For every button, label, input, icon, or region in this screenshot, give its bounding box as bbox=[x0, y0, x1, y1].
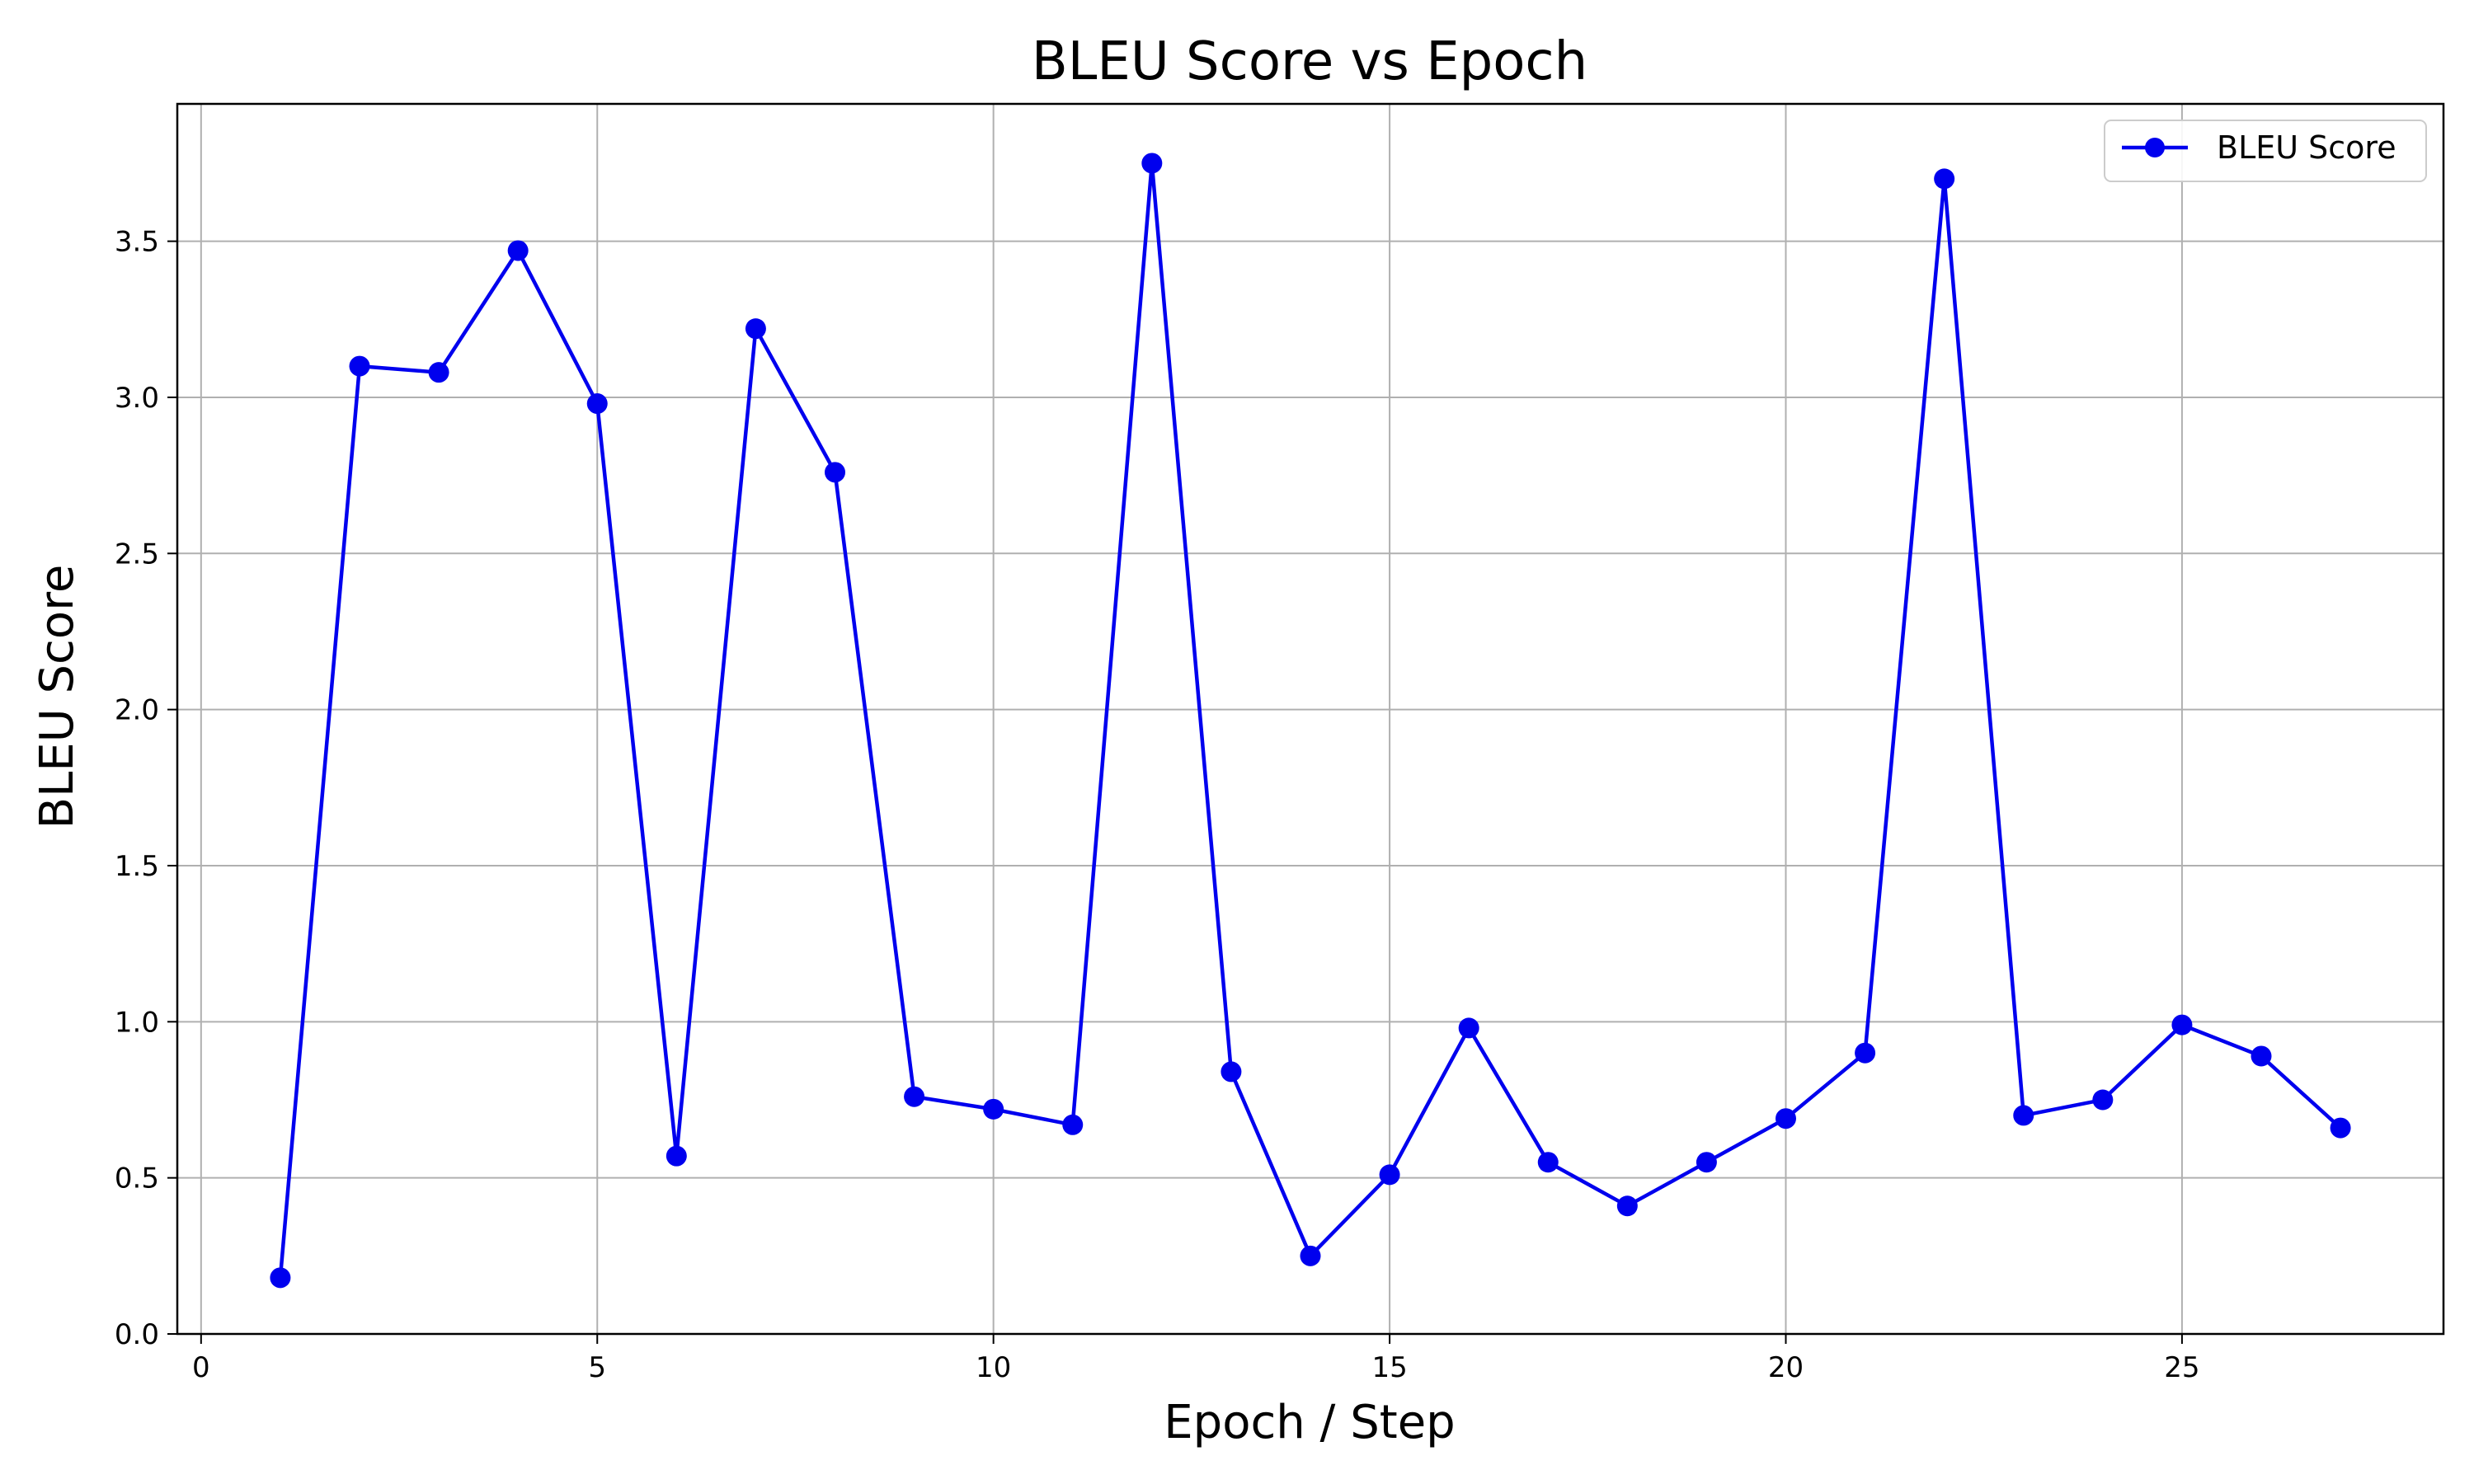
y-tick-label: 2.0 bbox=[115, 694, 159, 727]
data-point-epoch-9 bbox=[904, 1086, 925, 1107]
data-point-epoch-17 bbox=[1537, 1152, 1559, 1173]
data-point-epoch-26 bbox=[2251, 1045, 2272, 1067]
legend-marker-icon bbox=[2145, 138, 2165, 157]
data-point-epoch-24 bbox=[2092, 1089, 2114, 1111]
y-axis-label: BLEU Score bbox=[31, 565, 84, 829]
data-point-epoch-18 bbox=[1616, 1195, 1638, 1217]
plot-frame bbox=[176, 102, 2445, 1336]
y-tick-label: 1.5 bbox=[115, 850, 159, 883]
data-point-epoch-10 bbox=[983, 1098, 1004, 1120]
data-point-epoch-1 bbox=[270, 1267, 291, 1289]
data-point-epoch-19 bbox=[1696, 1152, 1717, 1173]
data-point-epoch-2 bbox=[349, 355, 370, 377]
data-point-epoch-3 bbox=[428, 362, 449, 383]
data-point-epoch-23 bbox=[2013, 1105, 2034, 1126]
series-layer bbox=[270, 153, 2351, 1289]
y-tick-label: 1.0 bbox=[115, 1006, 159, 1039]
x-tick-label: 25 bbox=[2164, 1351, 2199, 1384]
chart-title: BLEU Score vs Epoch bbox=[1032, 31, 1587, 92]
data-point-epoch-4 bbox=[507, 240, 529, 261]
data-point-epoch-8 bbox=[824, 462, 845, 483]
data-point-epoch-11 bbox=[1062, 1114, 1084, 1135]
data-point-epoch-13 bbox=[1221, 1061, 1242, 1082]
data-point-epoch-16 bbox=[1458, 1017, 1479, 1039]
y-tick-label: 0.5 bbox=[115, 1162, 159, 1195]
legend-label: BLEU Score bbox=[2217, 129, 2396, 166]
data-point-epoch-14 bbox=[1300, 1245, 1321, 1266]
legend: BLEU Score bbox=[2104, 120, 2427, 182]
data-point-epoch-20 bbox=[1776, 1108, 1797, 1129]
y-tick-label: 0.0 bbox=[115, 1318, 159, 1351]
data-point-epoch-5 bbox=[586, 393, 608, 415]
data-point-epoch-27 bbox=[2330, 1117, 2351, 1139]
data-point-epoch-15 bbox=[1379, 1164, 1400, 1186]
grid-lines bbox=[177, 104, 2443, 1335]
y-tick-label: 2.5 bbox=[115, 538, 159, 571]
data-point-epoch-21 bbox=[1855, 1042, 1876, 1064]
data-point-epoch-6 bbox=[666, 1145, 687, 1167]
data-point-epoch-12 bbox=[1141, 153, 1163, 174]
x-tick-label: 15 bbox=[1371, 1351, 1407, 1384]
x-tick-label: 5 bbox=[588, 1351, 606, 1384]
y-tick-label: 3.5 bbox=[115, 226, 159, 259]
x-tick-label: 0 bbox=[192, 1351, 210, 1384]
x-tick-label: 10 bbox=[976, 1351, 1011, 1384]
y-tick-label: 3.0 bbox=[115, 382, 159, 415]
x-axis-label: Epoch / Step bbox=[1164, 1396, 1455, 1449]
legend-box bbox=[2104, 120, 2427, 182]
data-point-epoch-25 bbox=[2171, 1014, 2193, 1036]
x-tick-label: 20 bbox=[1768, 1351, 1804, 1384]
data-point-epoch-7 bbox=[745, 318, 766, 340]
axis-ticks: 0 5 10 15 20 25 0.0 0.5 1.0 1.5 2.0 2.5 3.0 3.5 bbox=[115, 226, 2200, 1384]
data-point-epoch-22 bbox=[1934, 168, 1955, 190]
